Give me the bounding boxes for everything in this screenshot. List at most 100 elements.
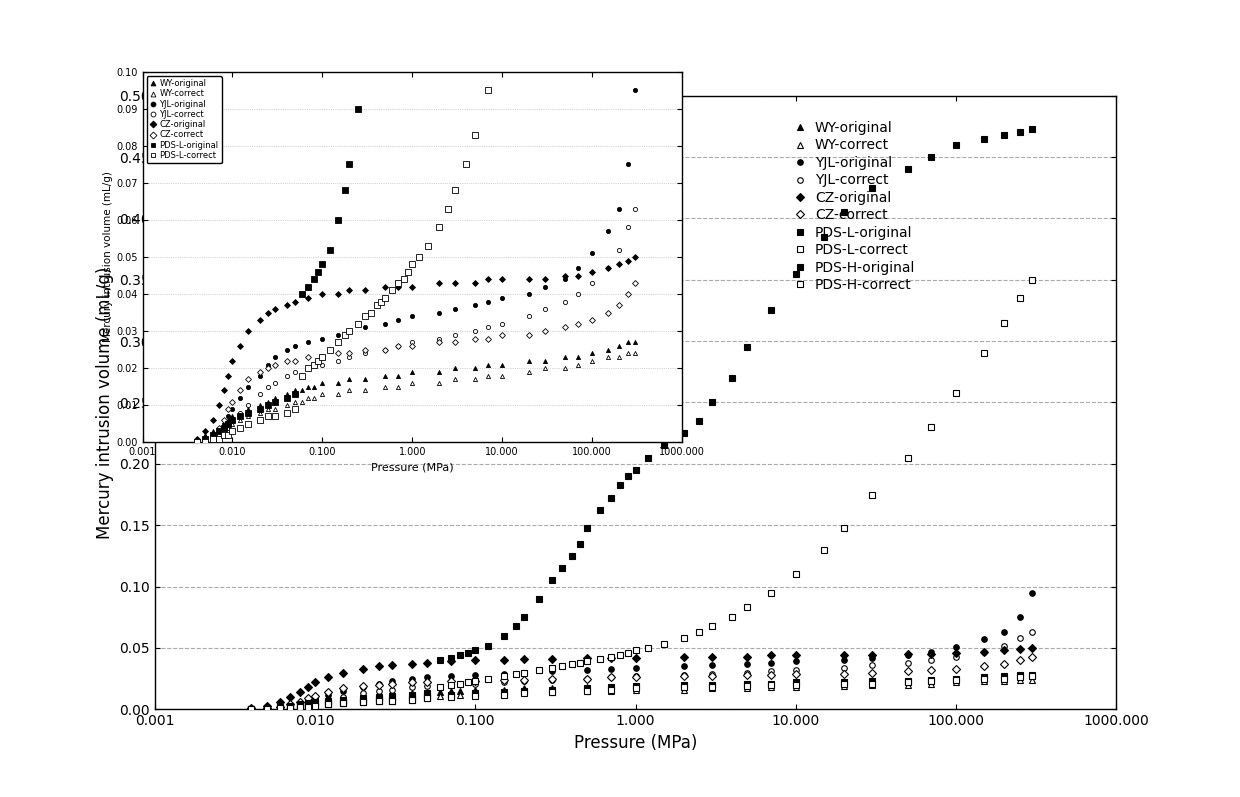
WY-original — [1024, 671, 1039, 681]
YJL-original — [789, 657, 804, 666]
PDS-L-correct — [433, 682, 448, 692]
PDS-H-original — [259, 703, 274, 713]
CZ-original — [419, 658, 434, 667]
CZ-correct — [924, 665, 939, 675]
PDS-H-correct — [704, 682, 719, 692]
CZ-original — [244, 703, 259, 713]
CZ-correct — [864, 668, 879, 677]
Line: WY-original: WY-original — [249, 673, 1035, 711]
CZ-original — [924, 650, 939, 659]
WY-correct — [356, 695, 371, 705]
PDS-L-original — [900, 164, 915, 174]
PDS-L-original — [244, 705, 259, 714]
WY-correct — [308, 698, 322, 708]
PDS-H-original — [308, 698, 322, 708]
CZ-correct — [676, 671, 691, 681]
CZ-original — [740, 652, 755, 662]
YJL-original — [293, 698, 308, 708]
PDS-H-original — [273, 703, 288, 713]
WY-correct — [293, 701, 308, 710]
PDS-H-correct — [293, 702, 308, 712]
PDS-H-correct — [336, 698, 351, 708]
CZ-original — [300, 682, 315, 692]
YJL-original — [283, 701, 298, 710]
CZ-original — [336, 668, 351, 677]
WY-correct — [740, 684, 755, 693]
Y-axis label: Mercury intrusion volume (mL/g): Mercury intrusion volume (mL/g) — [103, 171, 114, 343]
WY-original — [467, 685, 482, 694]
CZ-correct — [1024, 652, 1039, 662]
PDS-L-original — [603, 493, 618, 503]
YJL-correct — [603, 673, 618, 682]
WY-original — [1012, 671, 1027, 681]
WY-original — [740, 680, 755, 689]
CZ-original — [837, 650, 852, 660]
PDS-H-correct — [580, 686, 595, 696]
WY-original — [443, 686, 458, 696]
CZ-correct — [336, 684, 351, 693]
YJL-correct — [336, 693, 351, 702]
PDS-H-correct — [259, 705, 274, 714]
CZ-original — [627, 653, 642, 662]
YJL-correct — [704, 669, 719, 678]
CZ-correct — [544, 674, 559, 684]
YJL-original — [336, 686, 351, 696]
CZ-correct — [404, 677, 419, 687]
CZ-original — [1024, 643, 1039, 653]
PDS-H-original — [419, 691, 434, 701]
WY-correct — [837, 681, 852, 691]
YJL-correct — [259, 703, 274, 713]
YJL-correct — [924, 655, 939, 665]
Legend: WY-original, WY-correct, YJL-original, YJL-correct, CZ-original, CZ-correct, PDS: WY-original, WY-correct, YJL-original, Y… — [791, 121, 915, 292]
Line: PDS-H-correct: PDS-H-correct — [249, 673, 1035, 712]
Line: PDS-L-original: PDS-L-original — [248, 125, 1035, 713]
Line: WY-correct: WY-correct — [249, 677, 1035, 712]
YJL-original — [496, 669, 511, 678]
YJL-correct — [997, 641, 1012, 650]
PDS-H-original — [837, 677, 852, 687]
PDS-H-correct — [443, 693, 458, 702]
WY-original — [924, 677, 939, 686]
WY-correct — [900, 680, 915, 689]
YJL-correct — [1024, 627, 1039, 637]
CZ-correct — [789, 669, 804, 678]
YJL-original — [1012, 612, 1027, 622]
WY-correct — [283, 702, 298, 712]
YJL-original — [603, 664, 618, 673]
YJL-correct — [676, 670, 691, 680]
CZ-correct — [603, 673, 618, 682]
WY-correct — [789, 682, 804, 692]
PDS-H-correct — [1024, 671, 1039, 681]
YJL-correct — [467, 679, 482, 689]
Y-axis label: Mercury intrusion volume (mL/g): Mercury intrusion volume (mL/g) — [95, 266, 114, 539]
YJL-original — [419, 673, 434, 682]
YJL-correct — [419, 681, 434, 691]
YJL-correct — [837, 663, 852, 673]
YJL-correct — [496, 677, 511, 687]
CZ-original — [384, 661, 399, 670]
PDS-H-original — [372, 693, 387, 703]
YJL-correct — [627, 671, 642, 681]
PDS-H-correct — [864, 679, 879, 689]
CZ-original — [864, 650, 879, 660]
YJL-original — [1024, 588, 1039, 598]
WY-correct — [997, 677, 1012, 686]
WY-correct — [419, 691, 434, 701]
PDS-H-original — [1024, 670, 1039, 680]
CZ-original — [283, 693, 298, 702]
WY-correct — [864, 680, 879, 689]
WY-correct — [467, 689, 482, 698]
WY-original — [977, 674, 992, 684]
PDS-L-correct — [603, 652, 618, 662]
YJL-original — [764, 658, 779, 667]
YJL-correct — [764, 666, 779, 676]
CZ-correct — [764, 670, 779, 680]
CZ-original — [496, 655, 511, 665]
WY-original — [372, 691, 387, 701]
PDS-H-correct — [1012, 673, 1027, 682]
CZ-original — [580, 653, 595, 662]
CZ-correct — [300, 693, 315, 703]
CZ-original — [704, 652, 719, 662]
YJL-correct — [244, 705, 259, 714]
PDS-L-correct — [1024, 275, 1039, 285]
